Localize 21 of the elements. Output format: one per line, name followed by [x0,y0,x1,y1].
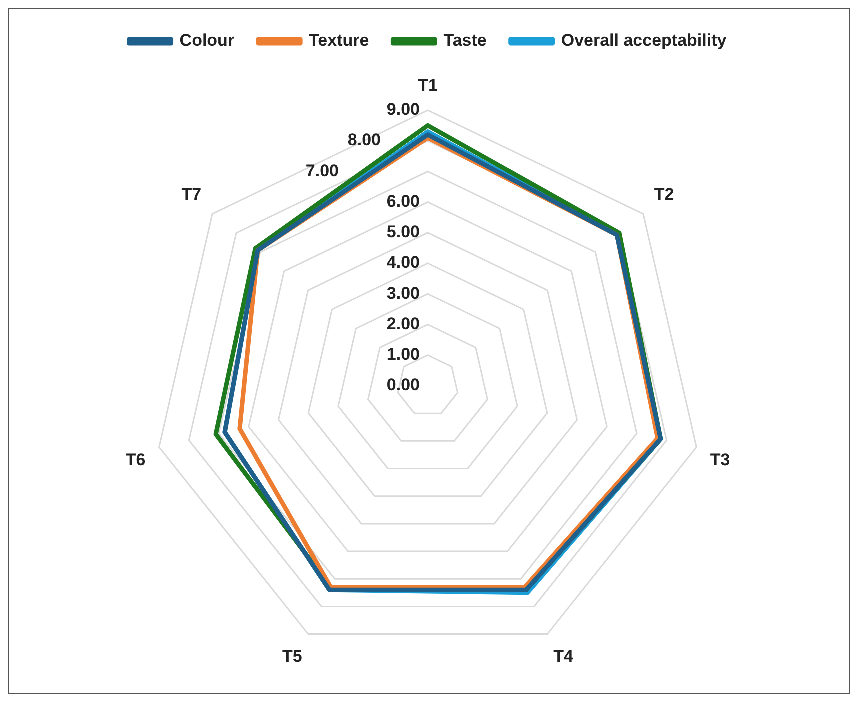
y-tick-label: 9.00 [386,100,420,120]
spoke-label: T7 [182,184,202,204]
y-tick-label: 5.00 [386,222,420,242]
spoke-label: T2 [654,184,674,204]
spoke-label: T5 [282,646,302,666]
y-tick-label: 2.00 [386,314,420,334]
legend-label: Colour [180,31,235,50]
y-tick-label: 7.00 [306,161,339,180]
spoke-label: T6 [126,450,146,470]
legend-label: Taste [444,31,487,50]
y-tick-label: 1.00 [386,345,420,364]
legend-label: Texture [309,31,370,50]
spoke-label: T3 [710,450,730,470]
spoke-label: T4 [554,646,574,666]
y-tick-label: 3.00 [386,284,420,303]
legend-label: Overall acceptability [561,31,728,50]
y-tick-label: 6.00 [386,192,420,211]
y-tick-label: 8.00 [348,130,381,150]
y-tick-label: 0.00 [386,376,420,395]
y-tick-label: 4.00 [386,253,420,272]
spoke-label: T1 [418,76,438,95]
